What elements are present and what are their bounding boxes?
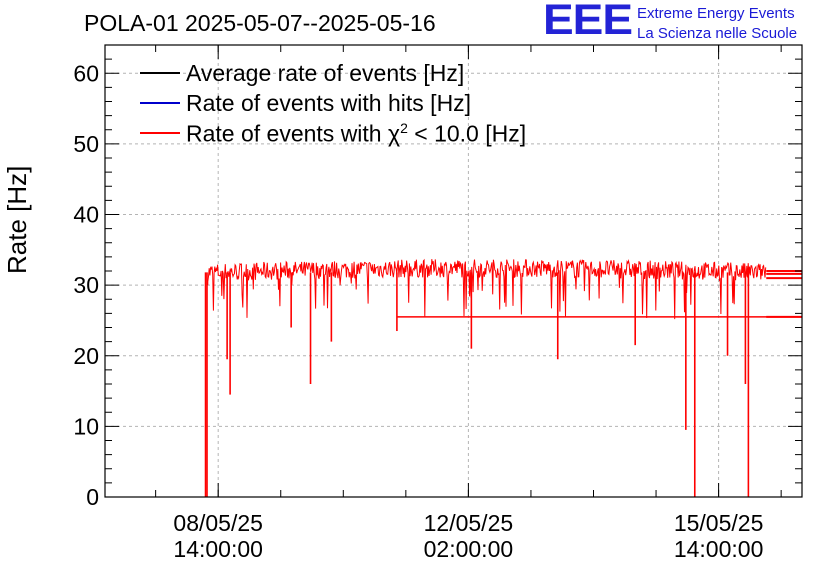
x-tick-label-date-0: 08/05/25 <box>173 510 263 536</box>
grid-lines <box>105 45 802 497</box>
legend-chi2-superscript: 2 <box>400 120 408 136</box>
y-tick-label-30: 30 <box>73 272 99 298</box>
legend-swatch-chi2 <box>140 132 180 134</box>
plot-frame <box>104 44 803 498</box>
legend-swatch-average <box>140 72 180 74</box>
y-tick-label-60: 60 <box>73 60 99 86</box>
axes <box>104 44 803 498</box>
chart-title: POLA-01 2025-05-07--2025-05-16 <box>84 10 436 36</box>
x-tick-label-date-2: 15/05/25 <box>674 510 764 536</box>
logo-line-1: Extreme Energy Events <box>637 5 795 22</box>
x-tick-label-time-0: 14:00:00 <box>173 536 263 562</box>
legend-label-average: Average rate of events [Hz] <box>186 60 465 86</box>
y-tick-label-0: 0 <box>86 484 99 510</box>
y-tick-label-20: 20 <box>73 343 99 369</box>
logo-line-2: La Scienza nelle Scuole <box>637 25 798 42</box>
x-tick-label-time-2: 14:00:00 <box>674 536 764 562</box>
legend-chi2-symbol: χ <box>388 120 401 147</box>
legend-chi2-prefix: Rate of events with <box>186 120 388 147</box>
legend-label-chi2: Rate of events with χ2 < 10.0 [Hz] <box>186 120 526 148</box>
y-tick-label-40: 40 <box>73 202 99 228</box>
y-axis-label: Rate [Hz] <box>2 165 32 274</box>
rate-series-line <box>207 258 767 320</box>
eee-logo-mark: EEE <box>543 0 633 44</box>
legend-label-hits: Rate of events with hits [Hz] <box>186 90 472 116</box>
legend-chi2-suffix: < 10.0 [Hz] <box>407 120 527 147</box>
y-tick-label-10: 10 <box>73 413 99 439</box>
legend-swatch-hits <box>140 102 180 104</box>
x-tick-label-date-1: 12/05/25 <box>424 510 514 536</box>
y-tick-label-50: 50 <box>73 131 99 157</box>
x-tick-label-time-1: 02:00:00 <box>424 536 514 562</box>
tick-labels: 010203040506008/05/2514:00:0012/05/2502:… <box>73 60 763 562</box>
rate-series <box>204 258 802 497</box>
